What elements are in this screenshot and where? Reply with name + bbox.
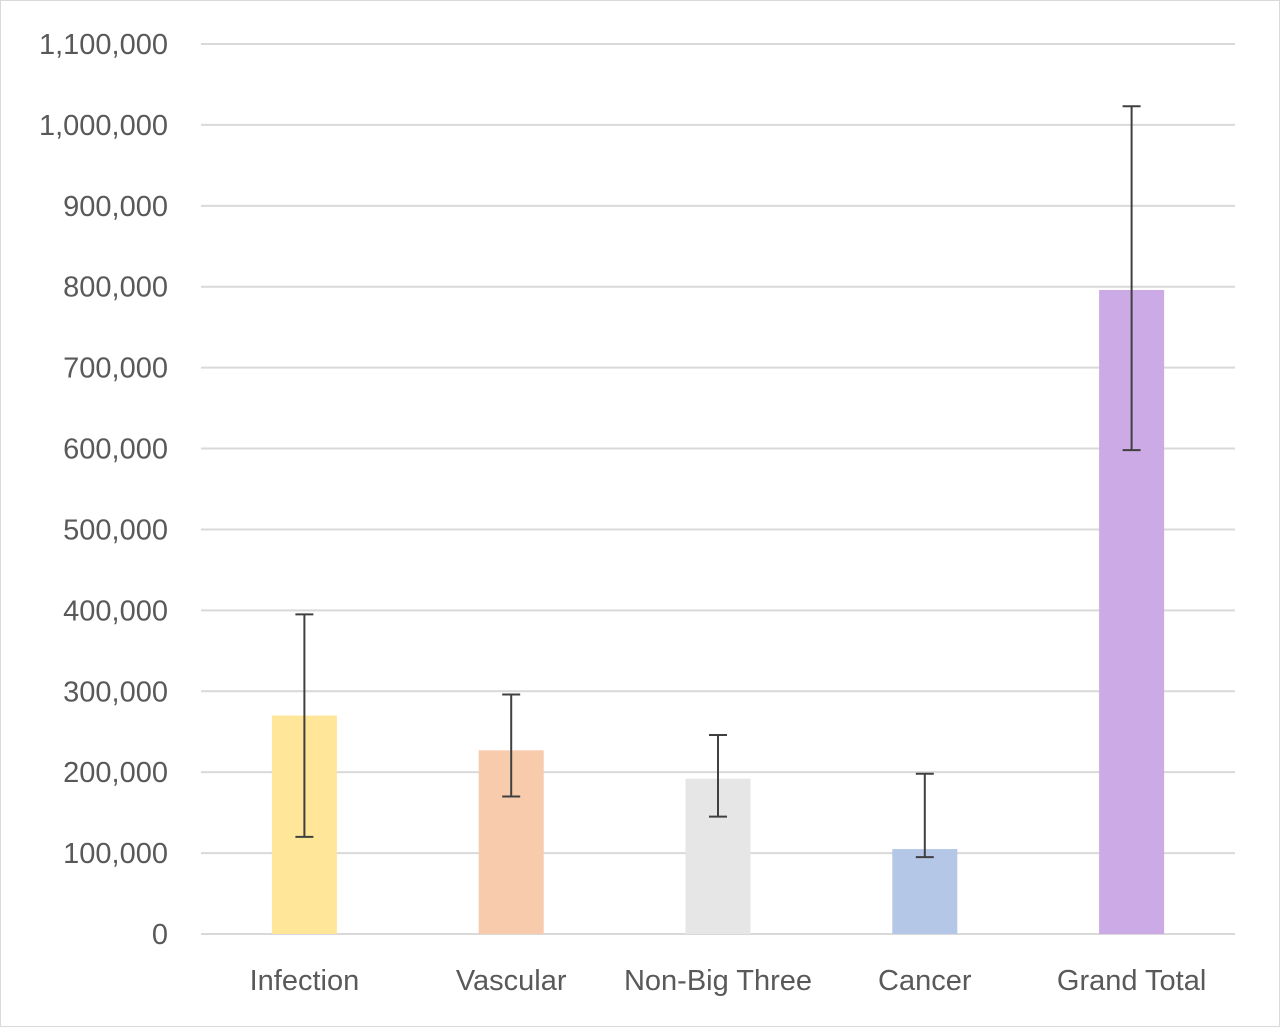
x-category-label: Vascular <box>456 965 567 997</box>
bars <box>271 289 1165 934</box>
y-tick-label: 300,000 <box>63 676 168 708</box>
x-category-label: Grand Total <box>1057 965 1206 997</box>
y-tick-label: 1,000,000 <box>39 110 168 142</box>
y-tick-label: 0 <box>152 919 168 951</box>
y-tick-label: 500,000 <box>63 514 168 546</box>
x-category-label: Non-Big Three <box>624 965 812 997</box>
y-tick-label: 600,000 <box>63 434 168 466</box>
y-tick-label: 700,000 <box>63 353 168 385</box>
y-tick-label: 400,000 <box>63 595 168 627</box>
x-category-label: Infection <box>250 965 360 997</box>
error-bar <box>1122 105 1141 452</box>
y-tick-label: 800,000 <box>63 272 168 304</box>
x-category-label: Cancer <box>878 965 972 997</box>
x-axis-category-labels: Infection Vascular Non-Big Three Cancer Gran… <box>250 965 1207 997</box>
y-tick-label: 100,000 <box>63 838 168 870</box>
y-tick-label: 200,000 <box>63 757 168 789</box>
y-tick-label: 900,000 <box>63 191 168 223</box>
error-bars <box>295 105 1141 859</box>
y-axis-tick-labels: 0 100,000 200,000 300,000 400,000 500,000 600,… <box>39 29 168 951</box>
y-tick-label: 1,100,000 <box>39 29 168 61</box>
error-bar <box>502 693 521 798</box>
error-bar <box>295 613 314 838</box>
error-bar <box>709 733 727 818</box>
bar-cancer <box>892 849 958 934</box>
error-bar <box>915 772 934 859</box>
